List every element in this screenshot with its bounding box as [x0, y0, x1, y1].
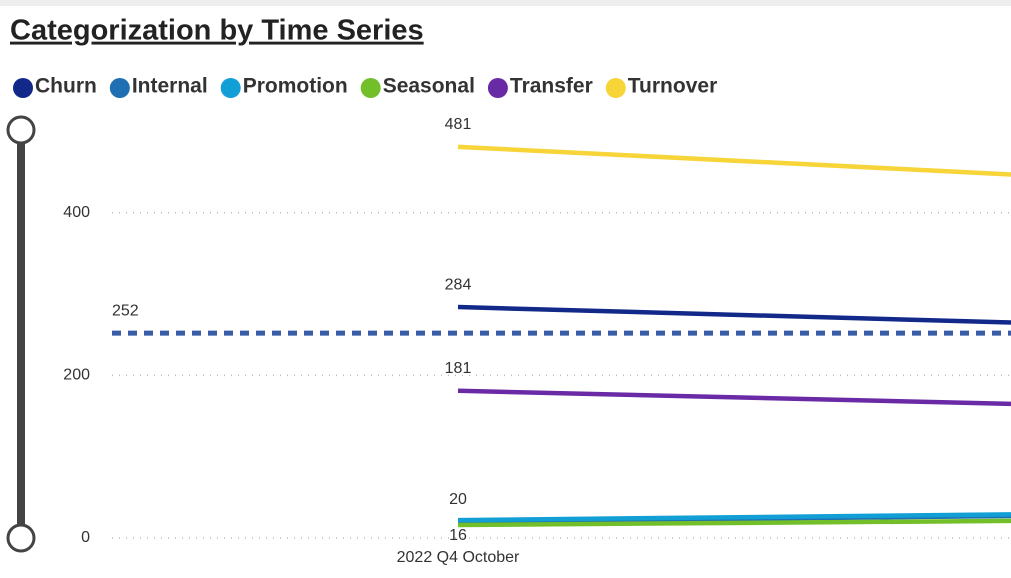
data-label: 481: [445, 116, 472, 133]
series-line: [457, 518, 1011, 528]
top-bar: [0, 0, 1011, 6]
legend-marker: [605, 78, 626, 98]
legend-marker: [13, 78, 33, 98]
data-label: 20: [449, 491, 467, 508]
series-line: [457, 304, 1011, 325]
y-tick-label: 400: [63, 204, 90, 221]
legend-label: Transfer: [510, 75, 593, 98]
legend-label: Internal: [132, 75, 208, 98]
legend-label: Churn: [35, 75, 97, 98]
legend-marker: [220, 78, 241, 98]
data-label: 181: [445, 360, 472, 377]
slider-handle-bottom[interactable]: [6, 523, 36, 553]
legend-label: Turnover: [628, 75, 717, 98]
y-tick-label: 200: [63, 367, 90, 384]
data-label: 16: [449, 527, 467, 544]
chart-title: Categorization by Time Series: [10, 15, 424, 47]
slider-handle-top[interactable]: [6, 115, 36, 145]
reference-label: 252: [112, 302, 139, 319]
x-tick-label: 2022 Q4 October: [397, 549, 520, 566]
legend-label: Seasonal: [383, 75, 475, 98]
y-tick-label: 0: [81, 529, 90, 546]
data-label: 284: [445, 276, 472, 293]
series-line: [457, 388, 1011, 407]
series-line: [457, 144, 1011, 177]
legend-marker: [109, 78, 130, 98]
legend-label: Promotion: [243, 75, 348, 98]
slider-track: [17, 130, 25, 533]
series-line: [457, 512, 1011, 523]
legend-marker: [360, 78, 381, 98]
legend-marker: [487, 78, 508, 98]
